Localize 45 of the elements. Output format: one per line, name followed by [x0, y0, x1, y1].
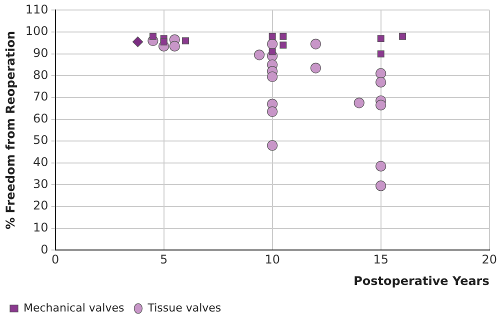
legend-label: Mechanical valves — [24, 301, 124, 314]
point — [268, 32, 276, 40]
point — [376, 68, 386, 79]
point — [377, 35, 384, 42]
point — [310, 38, 322, 50]
y-tick-label: 0 — [40, 242, 48, 256]
y-tick-label: 60 — [33, 111, 48, 126]
point — [267, 140, 278, 151]
y-tick-label: 100 — [25, 24, 48, 38]
point — [254, 50, 265, 60]
y-tick-label: 50 — [33, 133, 48, 148]
point — [149, 32, 156, 40]
point — [310, 62, 322, 74]
x-tick-label: 10 — [264, 252, 280, 267]
point — [376, 180, 386, 192]
point — [267, 106, 278, 117]
y-axis-title: % Freedom from Reoperation — [3, 30, 18, 230]
point — [268, 48, 276, 56]
point — [280, 32, 287, 40]
x-axis-title: Postoperative Years — [354, 274, 490, 288]
point — [267, 71, 278, 82]
y-tick-label: 20 — [33, 198, 48, 213]
legend-label: Tissue valves — [146, 301, 222, 314]
x-tick-label: 0 — [51, 252, 60, 267]
point — [399, 32, 406, 40]
y-tick-label: 110 — [25, 2, 48, 16]
y-tick-label: 10 — [33, 220, 48, 235]
y-tick-label: 80 — [33, 68, 48, 82]
x-tick-label: 5 — [160, 252, 168, 267]
point — [377, 50, 384, 58]
y-tick-label: 70 — [33, 90, 48, 104]
y-tick-label: 30 — [33, 176, 48, 191]
point — [132, 36, 144, 48]
y-tick-label: 90 — [33, 46, 48, 60]
point — [160, 38, 168, 46]
x-tick-label: 15 — [373, 252, 388, 267]
point — [354, 98, 364, 108]
y-tick-label: 40 — [33, 155, 48, 170]
point — [169, 40, 180, 52]
point — [182, 37, 190, 44]
point — [376, 100, 386, 110]
point — [376, 160, 386, 172]
point — [280, 42, 287, 49]
x-tick-label: 20 — [482, 252, 498, 267]
point — [376, 76, 386, 88]
